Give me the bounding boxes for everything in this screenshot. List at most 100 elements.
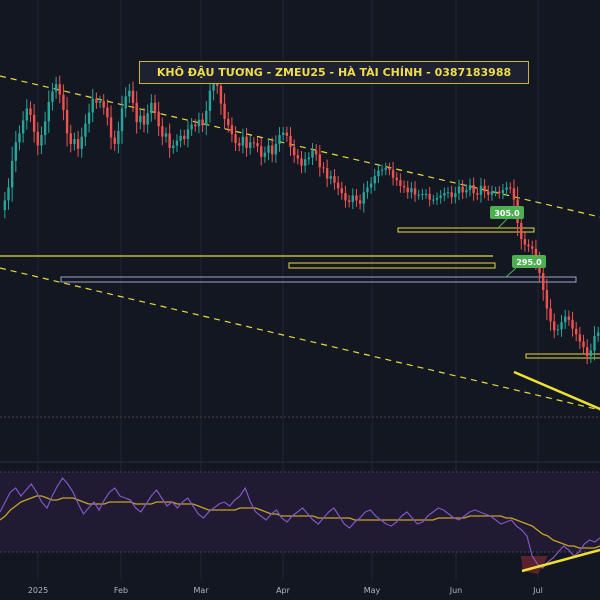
candle[interactable] [241,128,245,154]
candle[interactable] [62,84,65,121]
candle[interactable] [186,121,190,148]
candle[interactable] [560,314,563,337]
candle[interactable] [168,123,171,158]
candle[interactable] [479,177,483,203]
candle[interactable] [307,152,311,165]
candle[interactable] [494,186,497,197]
candle[interactable] [58,75,61,104]
candle[interactable] [54,76,58,99]
candle[interactable] [468,178,472,197]
candle[interactable] [523,232,527,252]
candle[interactable] [542,262,545,301]
candle[interactable] [358,194,362,210]
candle[interactable] [388,162,391,176]
candle[interactable] [501,183,505,200]
candle[interactable] [142,107,146,133]
candle[interactable] [391,162,395,186]
candle[interactable] [399,173,402,193]
candle[interactable] [183,129,186,146]
candle[interactable] [571,311,574,337]
candle[interactable] [472,177,475,201]
candle[interactable] [267,138,270,161]
candle[interactable] [578,326,582,349]
candle[interactable] [194,119,197,132]
candle[interactable] [36,122,39,156]
candle[interactable] [574,321,578,342]
candle[interactable] [476,187,479,201]
candle[interactable] [325,159,329,188]
candle[interactable] [421,188,424,200]
candle[interactable] [87,103,91,133]
candle[interactable] [157,101,160,137]
candle[interactable] [32,104,36,143]
candle[interactable] [43,111,47,145]
candle[interactable] [128,83,131,104]
candle[interactable] [113,130,116,152]
candle[interactable] [373,168,376,191]
candle[interactable] [311,142,314,166]
candle[interactable] [285,126,289,142]
candle[interactable] [201,112,204,133]
candle[interactable] [410,182,413,199]
candle[interactable] [457,179,461,201]
candle[interactable] [564,309,567,330]
candle[interactable] [120,95,124,144]
candle[interactable] [366,180,369,199]
candle[interactable] [509,182,512,194]
candle[interactable] [340,181,343,200]
candle[interactable] [245,127,248,157]
candle[interactable] [249,135,252,155]
candle[interactable] [260,137,263,166]
candle[interactable] [274,135,278,163]
label-305[interactable]: 305.0 [490,206,524,230]
candle[interactable] [406,180,409,199]
candle[interactable] [531,240,534,255]
candle[interactable] [593,326,596,361]
candle[interactable] [505,181,508,196]
candle[interactable] [344,185,347,208]
candle[interactable] [351,188,354,210]
rsi-trendline[interactable] [521,548,600,573]
candle[interactable] [567,310,571,326]
candle[interactable] [95,92,98,110]
candle[interactable] [256,137,259,153]
candle[interactable] [164,127,168,143]
candle[interactable] [84,114,87,147]
candle[interactable] [117,121,120,154]
candle[interactable] [238,137,241,152]
candle[interactable] [318,145,322,177]
candle[interactable] [175,134,179,153]
candle[interactable] [380,164,384,176]
candle[interactable] [29,101,32,122]
candle[interactable] [450,185,453,204]
candle[interactable] [76,130,80,157]
candle[interactable] [197,112,201,134]
candle[interactable] [263,146,267,164]
candle[interactable] [527,239,530,252]
label-295[interactable]: 295.0 [505,255,546,278]
candle[interactable] [384,162,387,176]
candle[interactable] [413,181,417,202]
rsi-line[interactable] [0,477,600,569]
candle[interactable] [369,177,373,194]
candle[interactable] [512,179,516,209]
candle[interactable] [73,132,76,151]
candle[interactable] [25,99,29,130]
candle[interactable] [139,108,142,130]
candle[interactable] [150,94,153,122]
candle[interactable] [428,187,431,207]
candle[interactable] [296,149,300,165]
candle[interactable] [336,175,340,196]
candle[interactable] [314,144,318,161]
candle[interactable] [347,194,351,208]
upper-channel-line[interactable] [0,75,600,218]
candle[interactable] [443,187,446,202]
candle[interactable] [65,96,69,147]
candle[interactable] [91,89,94,123]
candle[interactable] [106,99,109,126]
candle[interactable] [14,130,18,173]
candle[interactable] [47,90,50,133]
candle[interactable] [333,169,336,190]
candle[interactable] [131,81,135,112]
